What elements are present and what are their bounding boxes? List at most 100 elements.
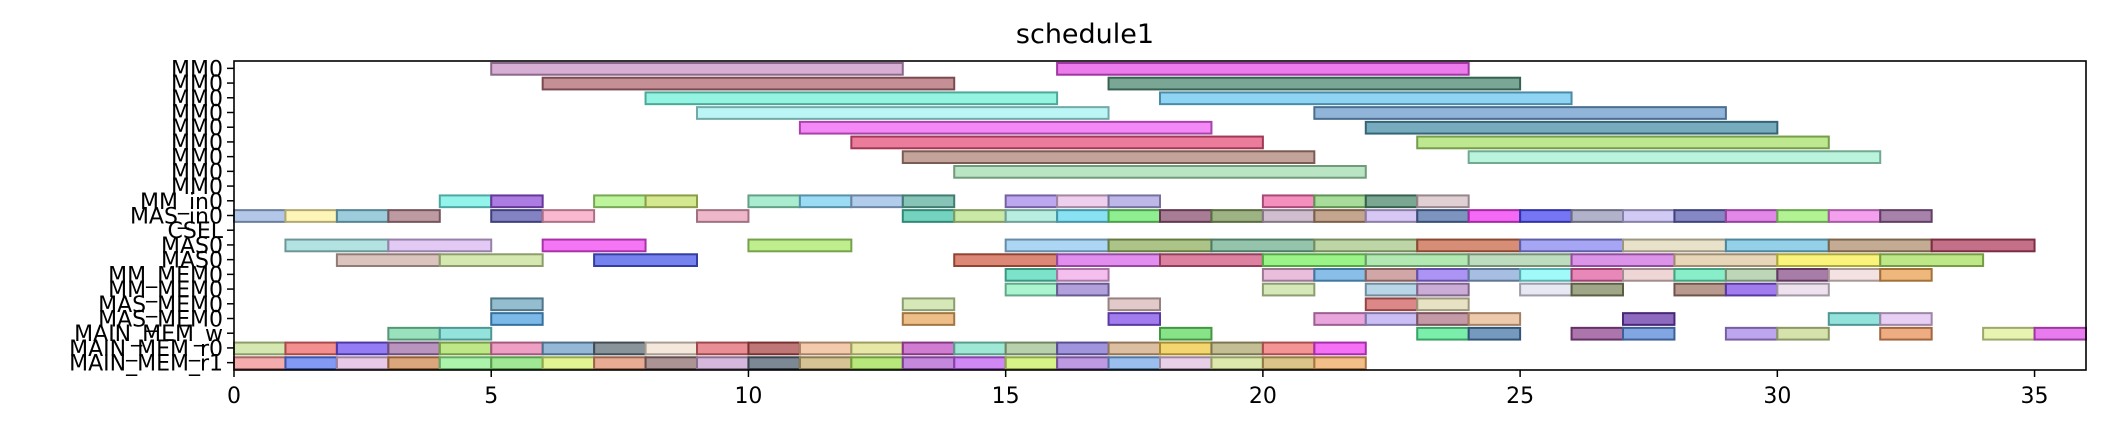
task-bar [388,210,439,222]
task-bar [1006,210,1057,222]
task-bar [1109,298,1160,310]
task-bar [440,328,491,340]
task-bar [1469,328,1520,340]
task-bar [748,357,799,369]
task-bar [1006,343,1057,355]
task-bar [1417,328,1468,340]
task-bar [1211,210,1262,222]
task-bar [1572,210,1623,222]
task-bar [1829,313,1880,325]
task-bar [1211,240,1314,252]
task-bar [285,343,336,355]
task-bar [646,92,1058,104]
task-bar [594,357,645,369]
task-bar [646,343,697,355]
task-bar [388,357,439,369]
chart-title: schedule1 [1016,19,1154,50]
task-bar [1623,269,1674,281]
task-bar [337,357,388,369]
task-bar [1572,328,1623,340]
task-bars [234,63,2086,369]
task-bar [1366,284,1417,296]
x-tick-label: 15 [992,384,1020,409]
x-tick-label: 0 [227,384,241,409]
task-bar [1726,269,1777,281]
task-bar [543,78,955,90]
task-bar [1726,328,1777,340]
task-bar [1366,210,1417,222]
task-bar [1314,107,1726,119]
task-bar [851,195,902,207]
task-bar [285,240,388,252]
task-bar [1314,240,1417,252]
task-bar [1109,313,1160,325]
task-bar [491,357,542,369]
task-bar [543,357,594,369]
task-bar [748,240,851,252]
task-bar [800,195,851,207]
task-bar [1314,313,1365,325]
task-bar [1469,269,1520,281]
task-bar [1160,328,1211,340]
task-bar [440,254,543,266]
x-tick-label: 35 [2021,384,2049,409]
task-bar [800,122,1212,134]
task-bar [543,240,646,252]
task-bar [851,137,1263,149]
task-bar [1314,195,1365,207]
task-bar [337,254,440,266]
task-bar [954,254,1057,266]
task-bar [1263,269,1314,281]
task-bar [1314,269,1365,281]
task-bar [1674,269,1725,281]
task-bar [1880,254,1983,266]
task-bar [954,357,1005,369]
task-bar [1520,210,1571,222]
task-bar [1469,151,1881,163]
x-tick-label: 20 [1249,384,1277,409]
task-bar [594,254,697,266]
task-bar [1211,343,1262,355]
task-bar [1880,313,1931,325]
task-bar [1109,210,1160,222]
x-tick-label: 5 [484,384,498,409]
task-bar [1572,284,1623,296]
task-bar [594,343,645,355]
task-bar [285,210,336,222]
task-bar [1572,254,1675,266]
task-bar [1006,357,1057,369]
task-bar [1623,328,1674,340]
task-bar [491,195,542,207]
task-bar [1160,343,1211,355]
task-bar [646,195,697,207]
task-bar [1160,210,1211,222]
task-bar [1417,195,1468,207]
task-bar [851,343,902,355]
task-bar [2035,328,2086,340]
task-bar [1263,357,1314,369]
task-bar [1726,210,1777,222]
task-bar [1366,298,1417,310]
task-bar [1674,210,1725,222]
task-bar [491,63,903,75]
x-tick-label: 25 [1506,384,1534,409]
task-bar [1160,357,1211,369]
task-bar [1366,195,1417,207]
task-bar [1006,240,1109,252]
task-bar [697,107,1109,119]
task-bar [1006,284,1057,296]
task-bar [440,343,491,355]
task-bar [234,357,285,369]
task-bar [1829,210,1880,222]
task-bar [1932,240,2035,252]
task-bar [1057,63,1469,75]
task-bar [1314,343,1365,355]
task-bar [1623,210,1674,222]
task-bar [543,343,594,355]
task-bar [903,343,954,355]
task-bar [1777,328,1828,340]
task-bar [1777,284,1828,296]
task-bar [1520,269,1571,281]
task-bar [1417,284,1468,296]
task-bar [1469,210,1520,222]
